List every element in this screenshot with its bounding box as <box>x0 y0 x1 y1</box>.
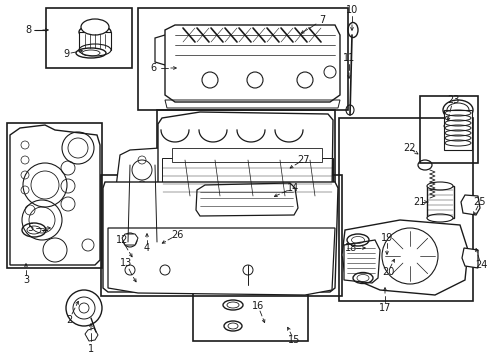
Ellipse shape <box>426 182 452 190</box>
Bar <box>426 186 453 218</box>
Polygon shape <box>196 183 297 216</box>
Bar <box>157 110 334 205</box>
Polygon shape <box>115 148 168 248</box>
Polygon shape <box>108 228 334 295</box>
Bar <box>172 148 321 162</box>
Text: 7: 7 <box>318 15 325 25</box>
Polygon shape <box>341 220 467 295</box>
Text: 8: 8 <box>25 25 31 35</box>
Ellipse shape <box>442 100 472 120</box>
Text: 15: 15 <box>287 335 300 345</box>
Circle shape <box>243 265 252 275</box>
Text: 16: 16 <box>251 301 264 311</box>
Text: 14: 14 <box>286 183 299 193</box>
Text: 17: 17 <box>378 303 390 313</box>
Text: 13: 13 <box>120 258 132 268</box>
Polygon shape <box>460 195 479 215</box>
Polygon shape <box>10 125 100 265</box>
Text: 23: 23 <box>446 95 458 105</box>
Polygon shape <box>122 234 138 245</box>
Circle shape <box>123 233 137 247</box>
Text: 22: 22 <box>402 143 414 153</box>
Text: 5: 5 <box>27 223 33 233</box>
Text: 19: 19 <box>380 233 392 243</box>
Bar <box>138 8 347 110</box>
Bar <box>162 158 332 198</box>
Ellipse shape <box>426 214 452 222</box>
Text: 24: 24 <box>474 260 486 270</box>
Polygon shape <box>103 182 337 292</box>
Text: 3: 3 <box>23 275 29 285</box>
Text: 18: 18 <box>344 243 356 253</box>
Circle shape <box>381 228 437 284</box>
Text: 21: 21 <box>412 197 425 207</box>
Text: 6: 6 <box>150 63 156 73</box>
Bar <box>79 32 111 50</box>
Ellipse shape <box>79 44 111 56</box>
Text: 2: 2 <box>66 315 72 325</box>
Circle shape <box>66 290 102 326</box>
Text: 25: 25 <box>473 197 485 207</box>
Text: 12: 12 <box>116 235 128 245</box>
Polygon shape <box>164 25 339 102</box>
Text: 26: 26 <box>170 230 183 240</box>
Bar <box>46 8 132 68</box>
Text: 4: 4 <box>143 243 150 253</box>
Text: 10: 10 <box>345 5 357 15</box>
Circle shape <box>160 265 170 275</box>
Polygon shape <box>343 240 379 283</box>
Ellipse shape <box>79 25 111 39</box>
Polygon shape <box>461 248 477 268</box>
Text: 9: 9 <box>63 49 69 59</box>
Polygon shape <box>85 328 98 341</box>
Text: 27: 27 <box>296 155 308 165</box>
Text: 20: 20 <box>381 267 393 277</box>
Ellipse shape <box>81 19 109 35</box>
Bar <box>419 96 477 163</box>
Circle shape <box>125 265 135 275</box>
Polygon shape <box>158 112 332 200</box>
Bar <box>193 290 307 341</box>
Text: 1: 1 <box>88 344 94 354</box>
Bar <box>338 118 472 301</box>
Polygon shape <box>155 35 175 65</box>
Bar <box>101 175 341 296</box>
Polygon shape <box>443 110 471 150</box>
Text: 11: 11 <box>342 53 354 63</box>
Bar <box>7 123 102 268</box>
Ellipse shape <box>443 121 471 131</box>
